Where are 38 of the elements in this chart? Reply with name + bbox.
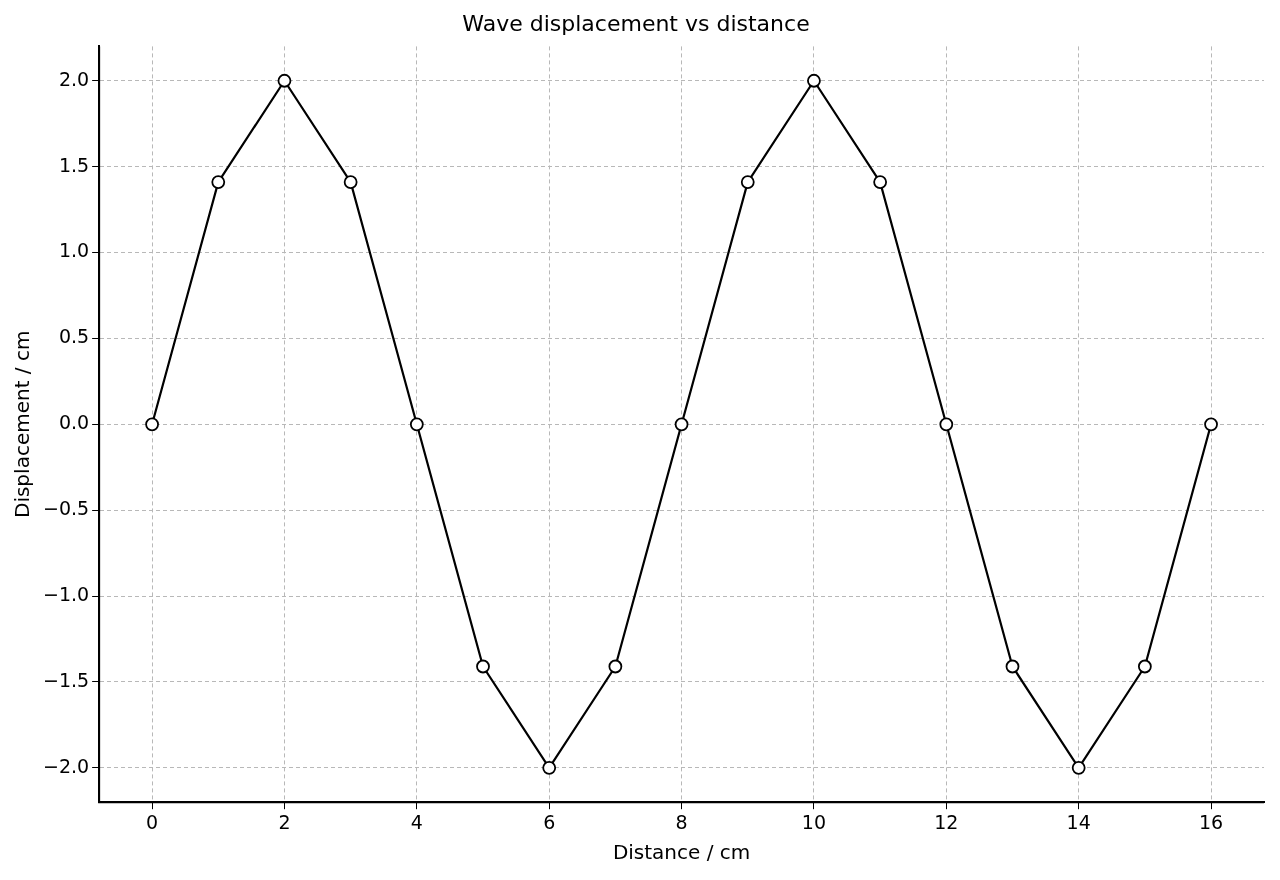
x-axis-title: Distance / cm [612, 840, 751, 865]
x-tick-label: 6 [543, 810, 556, 833]
x-tick-label: 8 [675, 810, 688, 833]
point [476, 659, 490, 674]
x-tick-label: 0 [146, 810, 159, 833]
x-tick-label: 2 [278, 810, 291, 833]
x-tick-label: 4 [410, 810, 423, 833]
point [1137, 659, 1152, 674]
point [343, 175, 358, 189]
y-tick-label: −1.5 [43, 668, 90, 691]
point [542, 760, 557, 775]
y-tick-label: −0.5 [43, 497, 90, 520]
point [1071, 760, 1086, 775]
x-tick-label: 14 [1066, 810, 1091, 833]
point [608, 659, 623, 674]
point [873, 175, 888, 189]
point [1005, 659, 1020, 674]
x-tick-label: 16 [1198, 810, 1224, 833]
point [807, 73, 821, 88]
point [409, 417, 424, 432]
point [145, 417, 159, 432]
y-tick-label: −1.0 [43, 583, 90, 606]
point [740, 175, 755, 189]
y-tick-label: 1.0 [58, 239, 90, 262]
y-tick-label: −2.0 [43, 754, 90, 777]
y-axis-title: Displacement / cm [10, 330, 35, 519]
point [277, 73, 292, 88]
x-tick-label: 12 [934, 810, 959, 833]
y-tick-label: 0.0 [58, 411, 90, 434]
x-tick-label: 10 [801, 810, 827, 833]
point [211, 175, 226, 189]
chart-title: Wave displacement vs distance [462, 10, 810, 36]
point [1204, 417, 1218, 432]
point [674, 417, 689, 432]
y-tick-label: 0.5 [58, 325, 90, 348]
point [939, 417, 954, 432]
y-tick-label: 1.5 [58, 153, 90, 176]
y-tick-label: 2.0 [58, 67, 90, 90]
